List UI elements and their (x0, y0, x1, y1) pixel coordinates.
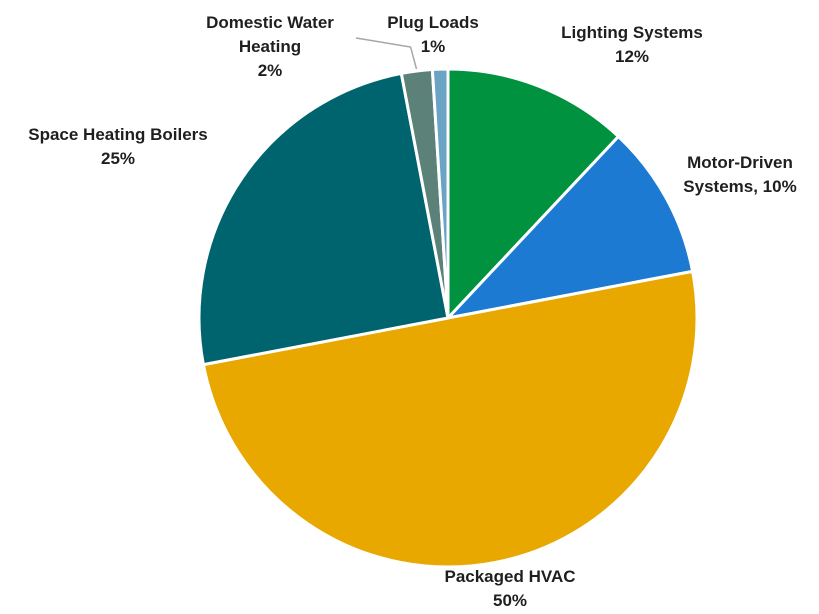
slice-labels: Lighting Systems 12% Motor-Driven Systems, … (28, 13, 796, 610)
slice-label-3-line-0: Space Heating Boilers (28, 125, 208, 144)
pie-slice-3 (197, 71, 450, 367)
slice-label-4-line-1: Heating (239, 37, 301, 56)
slice-label-0-line-1: 12% (615, 47, 649, 66)
slice-label-4-line-0: Domestic Water (206, 13, 334, 32)
leader-line-4 (355, 37, 418, 70)
slice-label-2-line-0: Packaged HVAC (444, 567, 575, 586)
slice-label-0: Lighting Systems 12% (561, 23, 703, 66)
slice-label-4: Domestic Water Heating 2% (206, 13, 334, 80)
slice-label-5-line-0: Plug Loads (387, 13, 479, 32)
pie-slice-1 (446, 134, 695, 320)
slice-label-1: Motor-Driven Systems, 10% (683, 153, 796, 196)
slice-label-4-line-2: 2% (258, 61, 283, 80)
slice-label-1-line-1: Systems, 10% (683, 177, 796, 196)
pie-slices (197, 67, 699, 569)
pie-slice-2 (201, 269, 699, 569)
slice-label-3-line-1: 25% (101, 149, 135, 168)
slice-label-3: Space Heating Boilers 25% (28, 125, 208, 168)
slice-label-2: Packaged HVAC 50% (444, 567, 575, 610)
pie-slice-0 (446, 67, 620, 320)
slice-label-1-line-0: Motor-Driven (687, 153, 793, 172)
slice-label-0-line-0: Lighting Systems (561, 23, 703, 42)
leader-lines (355, 37, 418, 70)
slice-label-5-line-1: 1% (421, 37, 446, 56)
pie-slice-5 (430, 67, 450, 320)
slice-label-2-line-1: 50% (493, 591, 527, 610)
slice-label-5: Plug Loads 1% (387, 13, 479, 56)
